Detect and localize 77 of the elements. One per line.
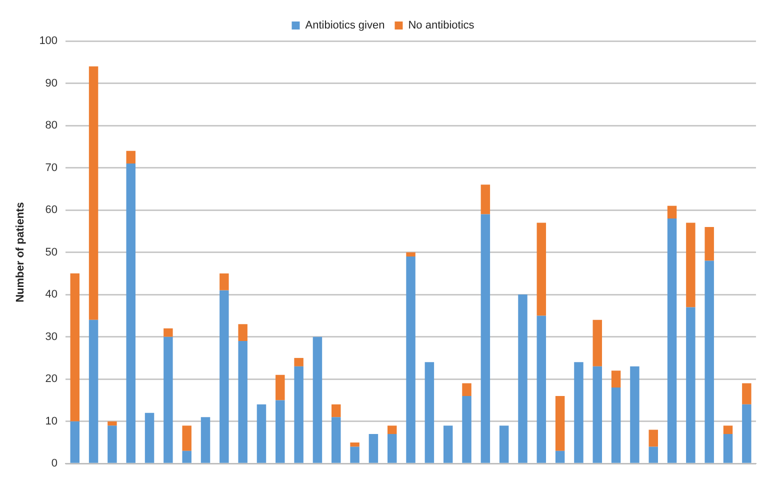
bar bbox=[742, 383, 752, 404]
bar bbox=[686, 307, 696, 463]
bar bbox=[462, 396, 472, 463]
bar bbox=[648, 446, 658, 463]
bar bbox=[312, 336, 322, 463]
legend-label: No antibiotics bbox=[408, 20, 475, 32]
bar bbox=[555, 450, 565, 463]
y-tick-label: 40 bbox=[45, 288, 58, 301]
bar bbox=[126, 164, 136, 463]
bar bbox=[480, 214, 490, 463]
bar bbox=[536, 316, 546, 463]
bar bbox=[238, 341, 248, 463]
bar bbox=[499, 426, 509, 463]
bar bbox=[332, 404, 341, 418]
bar bbox=[108, 421, 117, 426]
bar bbox=[723, 426, 733, 434]
bar bbox=[518, 294, 528, 463]
bar bbox=[388, 434, 397, 463]
bar bbox=[368, 434, 378, 463]
bar bbox=[294, 366, 304, 463]
bar bbox=[611, 388, 621, 463]
y-tick-label: 30 bbox=[45, 330, 58, 343]
bar bbox=[406, 256, 416, 463]
y-tick-label: 0 bbox=[51, 458, 58, 470]
y-tick-label: 60 bbox=[45, 204, 58, 216]
bar bbox=[406, 252, 416, 257]
bar bbox=[108, 426, 117, 463]
bar bbox=[220, 273, 229, 290]
bar bbox=[648, 430, 658, 447]
bar bbox=[704, 226, 714, 261]
bar bbox=[350, 446, 360, 463]
bar bbox=[238, 324, 248, 342]
bar bbox=[164, 336, 173, 463]
bar bbox=[88, 320, 98, 463]
bar bbox=[592, 366, 602, 463]
bar bbox=[555, 396, 565, 451]
bar bbox=[200, 417, 210, 463]
bar bbox=[742, 404, 752, 463]
bar bbox=[723, 434, 733, 463]
bar bbox=[480, 184, 490, 214]
y-tick-label: 70 bbox=[45, 162, 58, 174]
bar bbox=[294, 358, 304, 366]
bar bbox=[276, 374, 285, 400]
bar bbox=[182, 450, 192, 463]
legend-label: Antibiotics given bbox=[305, 20, 385, 32]
bar bbox=[443, 426, 453, 463]
bar bbox=[704, 260, 714, 463]
bar bbox=[388, 426, 397, 434]
y-axis-title: Number of patients bbox=[14, 202, 27, 302]
bar bbox=[592, 320, 602, 366]
bar bbox=[574, 362, 584, 463]
bar bbox=[144, 412, 154, 463]
bar bbox=[686, 222, 696, 308]
y-tick-label: 100 bbox=[39, 35, 58, 48]
bar bbox=[424, 362, 434, 463]
y-tick-label: 80 bbox=[45, 120, 58, 132]
bar bbox=[462, 383, 472, 396]
bar bbox=[182, 426, 192, 451]
bar bbox=[630, 366, 640, 463]
bar bbox=[220, 290, 229, 463]
bar bbox=[164, 328, 173, 337]
bar bbox=[276, 400, 285, 463]
bar bbox=[350, 442, 360, 447]
y-tick-label: 10 bbox=[45, 415, 58, 428]
bar bbox=[88, 66, 98, 320]
bar bbox=[536, 222, 546, 316]
bar bbox=[70, 421, 80, 463]
y-tick-label: 90 bbox=[45, 77, 58, 90]
bar bbox=[126, 150, 136, 164]
bar bbox=[70, 273, 80, 422]
bar bbox=[256, 404, 266, 463]
bar bbox=[611, 370, 621, 388]
bar bbox=[667, 218, 677, 463]
bar bbox=[332, 417, 341, 463]
y-tick-label: 50 bbox=[45, 246, 58, 258]
y-tick-label: 20 bbox=[45, 373, 58, 386]
bar bbox=[667, 206, 677, 218]
